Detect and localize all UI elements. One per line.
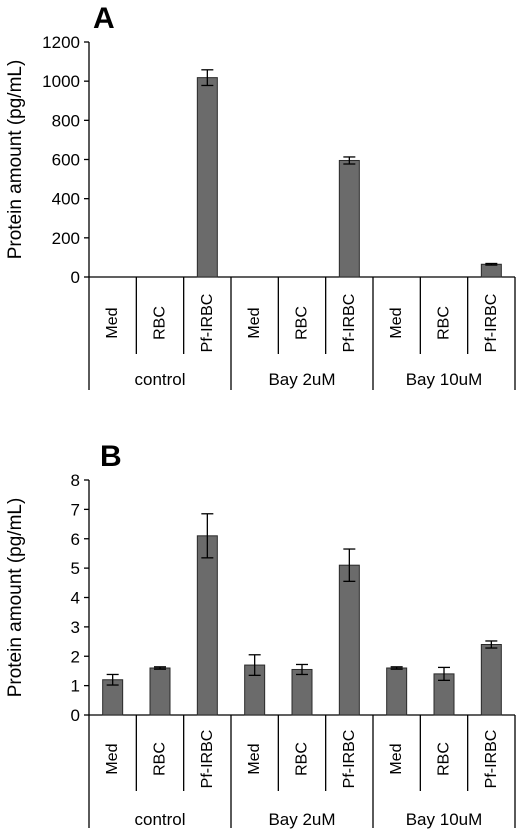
- panel-b-y-tick-label: 1: [71, 677, 80, 696]
- panel-b-group-label: Bay 2uM: [268, 810, 335, 829]
- panel-a-y-tick-label: 0: [71, 268, 80, 287]
- panel-a-label: A: [93, 2, 115, 35]
- panel-a-y-tick-label: 1000: [42, 72, 80, 91]
- panel-a-group-label: control: [134, 370, 185, 389]
- panel-b-category-label: Med: [388, 743, 405, 774]
- panel-b-category-label: Med: [246, 743, 263, 774]
- panel-a-group-label: Bay 2uM: [268, 370, 335, 389]
- panel-b-category-label: Med: [104, 743, 121, 774]
- panel-b-category-label: Pf-IRBC: [483, 730, 500, 789]
- panel-b-y-tick-label: 2: [71, 647, 80, 666]
- panel-a-category-label: Pf-IRBC: [341, 294, 358, 353]
- panel-b-category-label: RBC: [436, 742, 453, 776]
- panel-b-bar: [291, 668, 313, 716]
- panel-a-y-tick-label: 400: [52, 190, 80, 209]
- panel-a-category-label: Med: [388, 307, 405, 338]
- panel-a-bar: [480, 263, 502, 278]
- panel-a-category-label: RBC: [294, 306, 311, 340]
- panel-b-category-label: Pf-IRBC: [341, 730, 358, 789]
- panel-a-category-label: RBC: [152, 306, 169, 340]
- panel-b-bar: [480, 644, 502, 716]
- panel-a-y-tick-label: 600: [52, 151, 80, 170]
- panel-a-y-tick-label: 200: [52, 229, 80, 248]
- panel-b-bar: [196, 535, 218, 716]
- panel-a-bar: [196, 77, 218, 278]
- panel-a-y-tick-label: 800: [52, 111, 80, 130]
- panel-b-bar: [386, 667, 408, 716]
- panel-b-bar: [338, 564, 360, 716]
- panel-b-label: B: [100, 440, 122, 473]
- panel-b-y-tick-label: 7: [71, 500, 80, 519]
- panel-b-group-label: control: [134, 810, 185, 829]
- panel-a-y-tick-label: 1200: [42, 33, 80, 52]
- panel-a-category-label: Pf-IRBC: [483, 294, 500, 353]
- panel-a-category-label: Med: [104, 307, 121, 338]
- panel-a-category-label: Pf-IRBC: [199, 294, 216, 353]
- panel-b-y-tick-label: 4: [71, 589, 80, 608]
- panel-b-y-tick-label: 3: [71, 618, 80, 637]
- panel-b-group-label: Bay 10uM: [406, 810, 483, 829]
- panel-b-category-label: RBC: [294, 742, 311, 776]
- panel-b-y-tick-label: 5: [71, 559, 80, 578]
- panel-b-category-label: Pf-IRBC: [199, 730, 216, 789]
- panel-a-category-label: RBC: [436, 306, 453, 340]
- panel-b-y-tick-label: 0: [71, 706, 80, 725]
- panel-a-y-axis-title: Protein amount (pg/mL): [5, 60, 26, 260]
- panel-b-y-tick-label: 6: [71, 530, 80, 549]
- panel-b-category-label: RBC: [152, 742, 169, 776]
- panel-a-group-label: Bay 10uM: [406, 370, 483, 389]
- panel-b-y-tick-label: 8: [71, 471, 80, 490]
- panel-a-bar: [338, 159, 360, 278]
- panel-b-y-axis-title: Protein amount (pg/mL): [5, 498, 26, 698]
- panel-b-bar: [149, 667, 171, 716]
- panel-a-category-label: Med: [246, 307, 263, 338]
